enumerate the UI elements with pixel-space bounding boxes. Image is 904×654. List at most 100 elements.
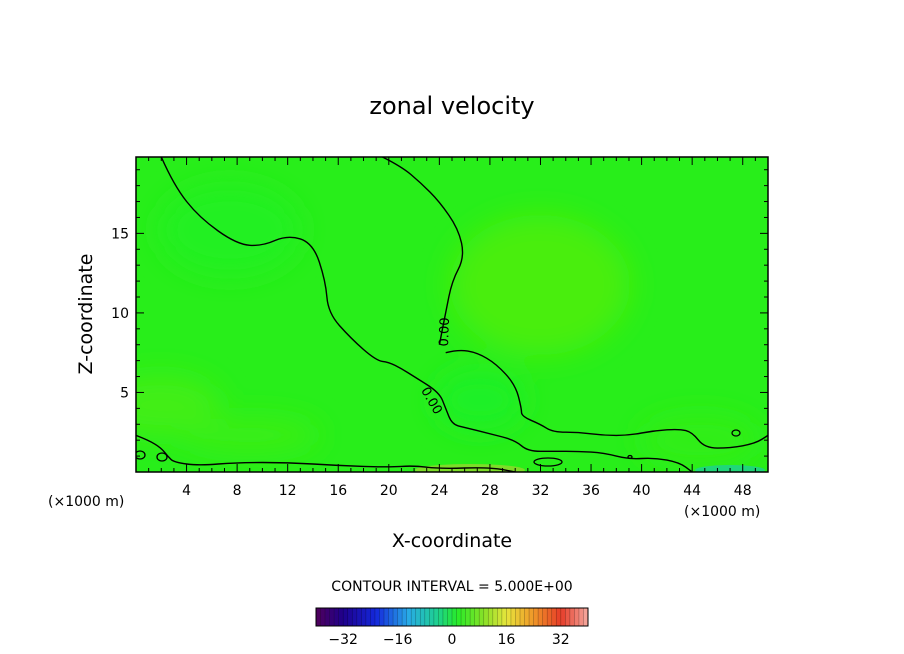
colorbar (315, 608, 589, 626)
colorbar-segment (374, 608, 380, 626)
contour-interval-text: CONTOUR INTERVAL = 5.000E+00 (331, 579, 572, 595)
x-unit-right: (×1000 m) (684, 504, 760, 520)
near-surface-warm-patch (415, 464, 525, 472)
x-tick-label: 28 (481, 483, 499, 499)
x-tick-label: 36 (582, 483, 600, 499)
x-axis-label: X-coordinate (392, 530, 512, 552)
colorbar-segment (384, 608, 389, 626)
y-tick-label: 5 (120, 385, 129, 401)
x-tick-label: 24 (430, 483, 448, 499)
colorbar-segment (325, 608, 330, 626)
zero-contour-line (160, 157, 693, 472)
x-tick-label: 16 (329, 483, 347, 499)
colorbar-segment (347, 608, 353, 626)
colorbar-segment (316, 608, 321, 626)
colorbar-segment (538, 608, 543, 626)
colorbar-segment (529, 608, 534, 626)
colorbar-tick-label: 0 (448, 632, 457, 648)
chart-title: zonal velocity (369, 92, 534, 120)
y-axis-label: Z-coordinate (75, 254, 97, 375)
colorbar-segment (397, 608, 403, 626)
colorbar-segment (402, 608, 407, 626)
colorbar-tick-label: 16 (497, 632, 515, 648)
colorbar-segment (510, 608, 516, 626)
heatmap-patch (450, 215, 630, 355)
colorbar-segment (406, 608, 412, 626)
colorbar-segment (488, 608, 494, 626)
colorbar-segment (370, 608, 376, 626)
colorbar-segment (447, 608, 453, 626)
colorbar-tick-labels: −32 −16 0 16 32 (328, 632, 569, 648)
colorbar-segment (356, 608, 362, 626)
colorbar-segment (520, 608, 525, 626)
colorbar-segment (442, 608, 448, 626)
colorbar-segment (393, 608, 398, 626)
colorbar-segment (429, 608, 435, 626)
colorbar-segment (492, 608, 498, 626)
colorbar-segment (365, 608, 371, 626)
colorbar-segment (411, 608, 417, 626)
colorbar-segment (533, 608, 539, 626)
contour-label-upper: 0.00 (437, 317, 453, 346)
colorbar-segment (452, 608, 457, 626)
colorbar-segment (551, 608, 557, 626)
x-tick-label: 44 (683, 483, 701, 499)
colorbar-segment (352, 608, 358, 626)
colorbar-segment (556, 608, 562, 626)
colorbar-segment (474, 608, 480, 626)
colorbar-segment (574, 608, 580, 626)
colorbar-segment (578, 608, 584, 626)
colorbar-segment (524, 608, 530, 626)
y-tick-label: 15 (111, 226, 129, 242)
colorbar-segment (420, 608, 426, 626)
colorbar-segment (461, 608, 466, 626)
closed-contour (156, 452, 168, 462)
colorbar-segment (361, 608, 367, 626)
colorbar-segment (483, 608, 489, 626)
colorbar-segment (334, 608, 339, 626)
zero-contour-line (445, 349, 768, 449)
closed-contour (533, 457, 563, 467)
colorbar-segment (506, 608, 512, 626)
colorbar-segment (424, 608, 430, 626)
closed-contour (136, 450, 146, 460)
colorbar-segment (415, 608, 421, 626)
heatmap-field (136, 157, 768, 472)
colorbar-segment (569, 608, 575, 626)
colorbar-segment (560, 608, 566, 626)
heatmap-patch (180, 417, 320, 453)
colorbar-segment (456, 608, 462, 626)
colorbar-segment (338, 608, 344, 626)
y-tick-label: 10 (111, 306, 129, 322)
colorbar-segment (320, 608, 326, 626)
colorbar-segment (583, 608, 589, 626)
zero-contours (136, 157, 768, 472)
x-tick-label: 12 (279, 483, 297, 499)
x-tick-label: 4 (182, 483, 191, 499)
colorbar-segment (501, 608, 507, 626)
colorbar-segment (388, 608, 394, 626)
colorbar-segment (379, 608, 385, 626)
x-tick-label: 40 (633, 483, 651, 499)
colorbar-segment (542, 608, 548, 626)
heatmap-patch (160, 185, 300, 275)
x-tick-label: 32 (532, 483, 550, 499)
colorbar-segment (433, 608, 439, 626)
colorbar-segment (547, 608, 553, 626)
colorbar-segment (565, 608, 571, 626)
colorbar-tick-label: −16 (383, 632, 413, 648)
colorbar-segment (470, 608, 475, 626)
closed-contour (627, 454, 633, 460)
colorbar-segment (515, 608, 521, 626)
colorbar-segment (438, 608, 444, 626)
x-tick-label: 8 (233, 483, 242, 499)
axis-ticks (136, 157, 768, 472)
colorbar-segment (343, 608, 349, 626)
heatmap-patch (136, 375, 220, 435)
x-unit-left: (×1000 m) (48, 494, 124, 510)
colorbar-tick-label: −32 (328, 632, 358, 648)
colorbar-segment (479, 608, 485, 626)
x-tick-label: 20 (380, 483, 398, 499)
